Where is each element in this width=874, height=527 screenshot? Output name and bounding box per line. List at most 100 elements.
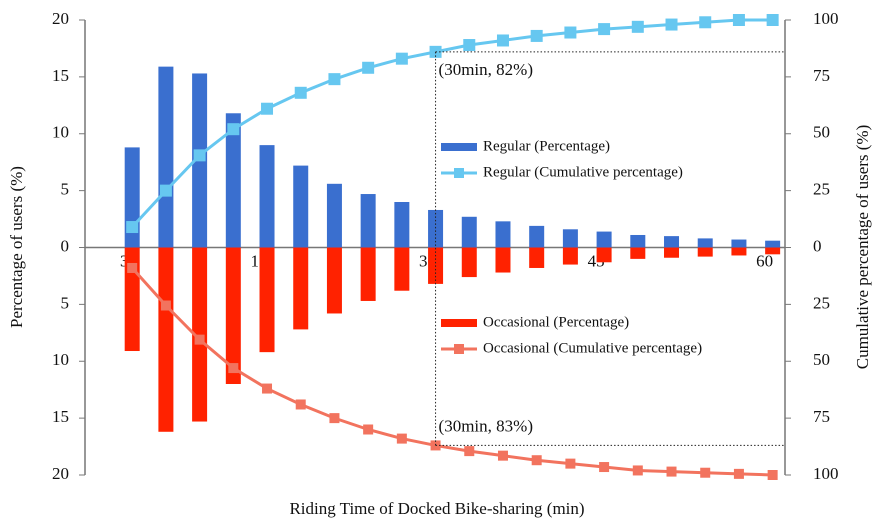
y-tick-label: 0	[61, 236, 70, 255]
bar	[630, 247, 646, 259]
bar	[461, 216, 477, 248]
line-marker	[531, 455, 542, 466]
y2-tick-label: 100	[813, 9, 839, 28]
line-marker	[497, 450, 508, 461]
line-marker	[464, 446, 475, 457]
line-marker	[294, 86, 307, 99]
line-marker	[194, 334, 205, 345]
bar	[697, 238, 713, 248]
annotation: (30min, 82%)	[439, 60, 533, 79]
bar	[326, 183, 342, 248]
bar	[394, 202, 410, 248]
line-marker	[159, 184, 172, 197]
line-marker	[127, 262, 138, 273]
line-marker	[665, 18, 678, 31]
legend-swatch	[454, 344, 464, 354]
x-tick-label: 3	[120, 251, 129, 270]
y2-tick-label: 0	[813, 236, 822, 255]
line-marker	[631, 20, 644, 33]
line	[131, 266, 773, 477]
bar	[664, 236, 680, 248]
bar	[293, 165, 309, 248]
line-marker	[160, 300, 171, 311]
annotation: (30min, 83%)	[439, 416, 533, 435]
y2-axis-title: Cumulative percentage of users (%)	[853, 125, 872, 370]
bar	[360, 247, 376, 301]
bar	[731, 247, 747, 256]
bar	[529, 247, 545, 268]
line-marker	[699, 16, 712, 29]
y2-tick-label: 50	[813, 350, 830, 369]
x-axis-title: Riding Time of Docked Bike-sharing (min)	[289, 499, 584, 518]
line-marker	[496, 34, 509, 47]
bar	[394, 247, 410, 291]
y2-tick-label: 25	[813, 180, 830, 199]
bar	[326, 247, 342, 314]
bar	[495, 247, 511, 273]
line-marker	[598, 23, 611, 36]
line-marker	[666, 466, 677, 477]
y2-tick-label: 25	[813, 293, 830, 312]
line-marker	[632, 465, 643, 476]
line-marker	[564, 26, 577, 39]
line-marker	[732, 14, 745, 26]
line-marker	[395, 52, 408, 65]
y-tick-label: 5	[61, 180, 70, 199]
bar	[765, 240, 781, 248]
y2-tick-label: 75	[813, 66, 830, 85]
y2-tick-label: 75	[813, 407, 830, 426]
line-marker	[261, 102, 274, 115]
legend-label: Occasional (Cumulative percentage)	[483, 340, 702, 356]
bar	[529, 225, 545, 248]
bar	[293, 247, 309, 330]
line-marker	[193, 149, 206, 162]
bar	[360, 194, 376, 248]
bar	[731, 239, 747, 248]
legend: Regular (Percentage) Regular (Cumulative …	[441, 138, 702, 356]
line-marker	[295, 399, 306, 410]
bar	[664, 247, 680, 258]
bar	[596, 231, 612, 248]
legend-label: Occasional (Percentage)	[483, 314, 629, 330]
line-marker	[599, 462, 610, 473]
y-axis-title: Percentage of users (%)	[7, 166, 26, 328]
line-marker	[700, 467, 711, 478]
y-tick-label: 10	[52, 123, 69, 142]
bar	[495, 221, 511, 248]
bar	[158, 66, 174, 248]
y-tick-label: 15	[52, 407, 69, 426]
bar	[562, 229, 578, 248]
line-marker	[227, 123, 240, 136]
bar	[630, 234, 646, 248]
bar	[225, 113, 241, 248]
bar	[428, 209, 444, 248]
bar	[461, 247, 477, 278]
bar	[596, 247, 612, 263]
line-marker	[228, 363, 239, 374]
y-tick-label: 15	[52, 66, 69, 85]
bar	[259, 247, 275, 353]
legend-swatch	[441, 143, 477, 151]
legend-label: Regular (Cumulative percentage)	[483, 164, 683, 180]
line-marker	[767, 470, 778, 480]
bar	[225, 247, 241, 384]
y-tick-label: 10	[52, 350, 69, 369]
legend-swatch	[454, 168, 464, 178]
x-tick-label: 60	[756, 251, 773, 270]
line-marker	[329, 413, 340, 424]
y2-tick-label: 50	[813, 123, 830, 142]
bar	[192, 247, 208, 422]
line-marker	[766, 14, 779, 26]
bar	[562, 247, 578, 265]
line-marker	[328, 73, 341, 86]
y-tick-label: 20	[52, 464, 69, 483]
line-marker	[463, 39, 476, 52]
bar	[259, 145, 275, 248]
bar	[158, 247, 174, 432]
bar	[765, 247, 781, 255]
y-tick-label: 5	[61, 293, 70, 312]
line-marker	[362, 61, 375, 74]
line-marker	[396, 433, 407, 444]
